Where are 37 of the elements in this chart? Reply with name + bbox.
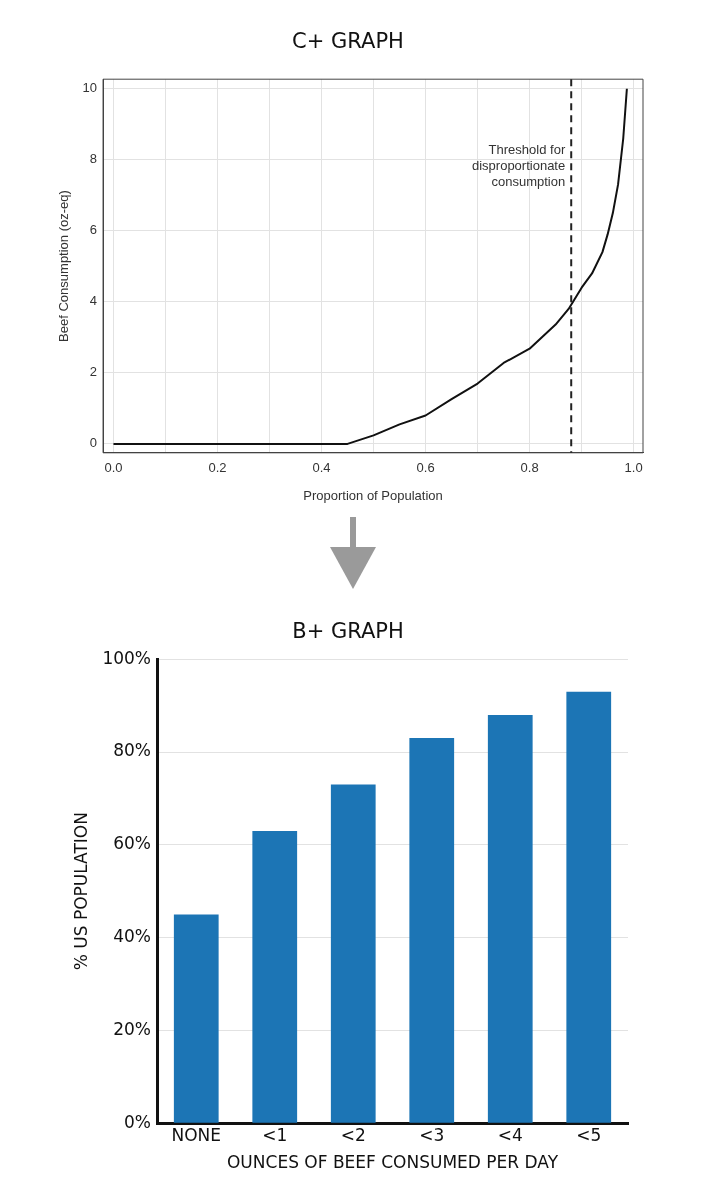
y-tick-label: 40% — [112, 926, 151, 947]
bar — [487, 714, 533, 1123]
x-tick-label: <3 — [418, 1124, 444, 1145]
x-tick-label: 0.8 — [520, 460, 539, 476]
bar — [330, 784, 376, 1123]
y-axis-title: Beef Consumption (oz-eq) — [55, 190, 71, 342]
x-tick-label: 0.0 — [103, 460, 122, 476]
ref-line-label: Threshold for disproportionate consumption — [471, 142, 566, 190]
x-tick-label: <4 — [497, 1124, 523, 1145]
x-tick-label: NONE — [170, 1124, 221, 1145]
y-tick-label: 0 — [89, 435, 97, 451]
x-axis-title: Proportion of Population — [302, 487, 443, 503]
x-tick-label: 0.4 — [311, 460, 331, 476]
bar — [251, 830, 297, 1123]
chart-title: C+ GRAPH — [291, 29, 404, 54]
y-tick-label: 8 — [89, 151, 97, 167]
x-axis-title: OUNCES OF BEEF CONSUMED PER DAY — [226, 1152, 559, 1173]
y-tick-label: 0% — [123, 1111, 151, 1132]
y-tick-label: 2 — [89, 364, 97, 380]
y-tick-label: 100% — [101, 647, 151, 668]
x-tick-label: 0.6 — [416, 460, 435, 476]
x-tick-label: 0.2 — [207, 460, 227, 476]
y-tick-label: 4 — [89, 293, 97, 309]
y-axis-title: % US POPULATION — [70, 812, 91, 971]
bar — [173, 914, 219, 1123]
y-tick-label: 80% — [112, 740, 151, 761]
y-tick-label: 6 — [89, 222, 97, 238]
bar — [565, 691, 611, 1123]
y-tick-label: 60% — [112, 833, 151, 854]
chart-title: B+ GRAPH — [291, 619, 404, 644]
y-tick-label: 20% — [112, 1018, 151, 1039]
x-tick-label: <1 — [261, 1124, 287, 1145]
x-tick-label: <5 — [575, 1124, 601, 1145]
x-tick-label: <2 — [340, 1124, 366, 1145]
x-tick-label: 1.0 — [624, 460, 643, 476]
y-tick-label: 10 — [82, 80, 97, 96]
bar — [408, 738, 454, 1123]
